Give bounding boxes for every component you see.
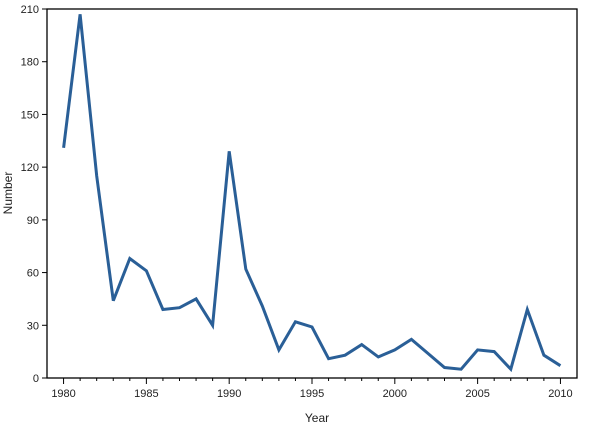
x-tick-label: 1990: [217, 388, 241, 400]
y-axis-title: Number: [1, 172, 15, 215]
y-tick-label: 180: [21, 57, 39, 69]
x-tick-label: 2005: [465, 388, 489, 400]
series-line: [62, 14, 562, 373]
y-tick-label: 0: [33, 373, 39, 385]
y-tick-label: 120: [21, 162, 39, 174]
y-tick-label: 210: [21, 4, 39, 16]
x-tick-label: 1985: [134, 388, 158, 400]
y-axis: 0 30 60 90 120 150 180 210: [21, 4, 47, 385]
y-tick-label: 90: [27, 215, 39, 227]
x-tick-label: 2010: [548, 388, 572, 400]
y-tick-label: 60: [27, 268, 39, 280]
x-tick-label: 1995: [300, 388, 324, 400]
x-tick-label: 2000: [383, 388, 407, 400]
y-tick-label: 150: [21, 109, 39, 121]
x-tick-label: 1980: [51, 388, 75, 400]
plot-frame: [46, 8, 578, 379]
x-axis: 1980 1985 1990 1995 2000 2005 2010: [51, 378, 573, 400]
y-tick-label: 30: [27, 320, 39, 332]
x-axis-title: Year: [305, 411, 329, 425]
